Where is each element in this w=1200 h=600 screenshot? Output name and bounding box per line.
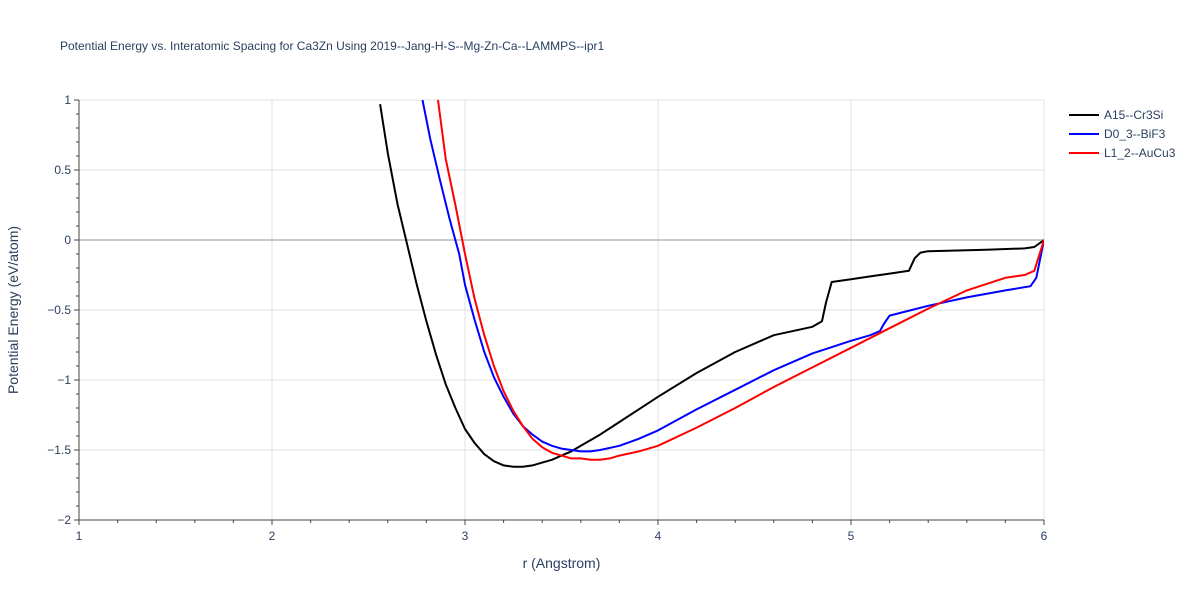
x-tick-label: 2	[269, 529, 276, 543]
x-tick-label: 1	[76, 529, 83, 543]
series-line-0	[379, 104, 1044, 468]
y-axis-label: Potential Energy (eV/atom)	[5, 226, 21, 394]
y-tick-label: 1	[64, 93, 71, 107]
y-tick-label: −1	[57, 373, 71, 387]
y-tick-label: −0.5	[47, 303, 71, 317]
y-gridlines	[79, 99, 1044, 451]
legend-item[interactable]: L1_2--AuCu3	[1069, 146, 1176, 160]
y-tick-label: −2	[57, 513, 71, 527]
axes	[74, 99, 1045, 525]
legend-label: L1_2--AuCu3	[1104, 146, 1176, 160]
y-tick-label: 0.5	[54, 163, 71, 177]
x-tick-label: 5	[848, 529, 855, 543]
x-tick-label: 4	[655, 529, 662, 543]
chart-title: Potential Energy vs. Interatomic Spacing…	[60, 39, 605, 53]
series-line-1	[421, 100, 1044, 453]
y-tick-label: −1.5	[47, 443, 71, 457]
x-tick-label: 6	[1041, 529, 1048, 543]
series-line-2	[437, 100, 1044, 461]
y-tick-label: 0	[64, 233, 71, 247]
y-tick-labels: 1 0.5 0 −0.5 −1 −1.5 −2	[47, 93, 71, 527]
legend-label: A15--Cr3Si	[1104, 108, 1163, 122]
x-axis-label: r (Angstrom)	[523, 555, 601, 571]
legend-item[interactable]: A15--Cr3Si	[1069, 108, 1163, 122]
legend: A15--Cr3Si D0_3--BiF3 L1_2--AuCu3	[1069, 108, 1176, 160]
legend-label: D0_3--BiF3	[1104, 127, 1166, 141]
series-lines	[379, 100, 1044, 468]
x-tick-labels: 1 2 3 4 5 6	[76, 529, 1048, 543]
legend-item[interactable]: D0_3--BiF3	[1069, 127, 1166, 141]
x-tick-label: 3	[462, 529, 469, 543]
